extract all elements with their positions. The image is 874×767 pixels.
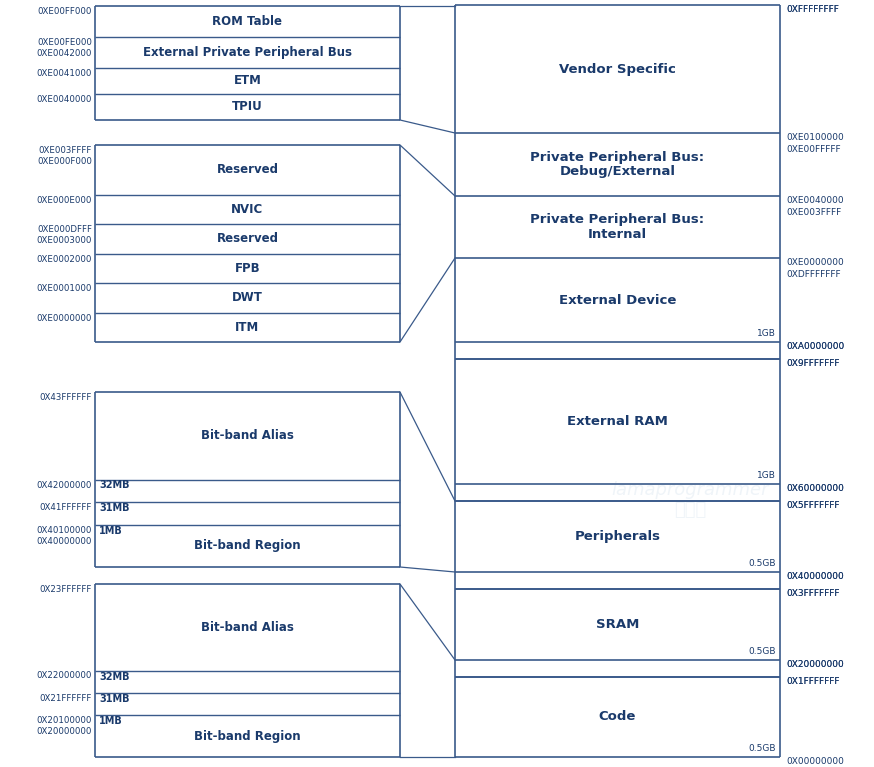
Text: 0XE0100000: 0XE0100000 — [786, 133, 843, 142]
Text: 0XFFFFFFFF: 0XFFFFFFFF — [786, 5, 839, 14]
Text: 0X5FFFFFFF: 0X5FFFFFFF — [786, 501, 840, 510]
Text: 0X9FFFFFFF: 0X9FFFFFFF — [786, 359, 840, 368]
Text: 0.5GB: 0.5GB — [748, 744, 776, 753]
Text: 0XE0041000: 0XE0041000 — [37, 68, 92, 77]
Text: Reserved: Reserved — [217, 163, 279, 176]
Text: Private Peripheral Bus:
Debug/External: Private Peripheral Bus: Debug/External — [531, 150, 704, 179]
Text: 0X1FFFFFFF: 0X1FFFFFFF — [786, 677, 840, 686]
Text: Bit-band Alias: Bit-band Alias — [201, 621, 294, 634]
Text: 0XA0000000: 0XA0000000 — [786, 342, 844, 351]
Text: Vendor Specific: Vendor Specific — [559, 62, 676, 75]
Text: 32MB: 32MB — [99, 671, 129, 682]
Text: 0X20000000: 0X20000000 — [786, 660, 843, 669]
Text: 0X3FFFFFFF: 0X3FFFFFFF — [786, 589, 840, 598]
Text: SRAM: SRAM — [596, 618, 639, 631]
Text: 0X20100000: 0X20100000 — [37, 716, 92, 726]
Text: 0XDFFFFFFF: 0XDFFFFFFF — [786, 270, 841, 279]
Text: 0X60000000: 0X60000000 — [786, 484, 844, 493]
Text: DWT: DWT — [232, 291, 263, 304]
Text: 0X42000000: 0X42000000 — [37, 480, 92, 489]
Text: Bit-band Region: Bit-band Region — [194, 729, 301, 742]
Text: 0X5FFFFFFF: 0X5FFFFFFF — [786, 501, 840, 510]
Text: 0XE0003000: 0XE0003000 — [37, 236, 92, 245]
Text: 0X23FFFFFF: 0X23FFFFFF — [39, 585, 92, 594]
Text: Peripherals: Peripherals — [574, 530, 661, 543]
Text: Code: Code — [599, 710, 636, 723]
Text: 0X00000000: 0X00000000 — [786, 757, 844, 766]
Text: TPIU: TPIU — [232, 100, 263, 114]
Text: 0X60000000: 0X60000000 — [786, 484, 844, 493]
Text: 0XE0002000: 0XE0002000 — [37, 255, 92, 264]
Text: 1GB: 1GB — [757, 471, 776, 480]
Text: External RAM: External RAM — [567, 415, 668, 428]
Text: FPB: FPB — [235, 262, 260, 275]
Text: 0XE003FFFF: 0XE003FFFF — [786, 208, 842, 217]
Text: 32MB: 32MB — [99, 480, 129, 491]
Text: 0.5GB: 0.5GB — [748, 647, 776, 656]
Text: 0XE003FFFF: 0XE003FFFF — [38, 146, 92, 155]
Text: 0XE0000000: 0XE0000000 — [37, 314, 92, 323]
Text: 0X20000000: 0X20000000 — [786, 660, 843, 669]
Text: External Private Peripheral Bus: External Private Peripheral Bus — [143, 46, 352, 58]
Text: 0XFFFFFFFF: 0XFFFFFFFF — [786, 5, 839, 14]
Text: 31MB: 31MB — [99, 503, 129, 513]
Text: 0XE0000000: 0XE0000000 — [786, 258, 843, 267]
Text: NVIC: NVIC — [232, 203, 264, 216]
Text: Bit-band Alias: Bit-band Alias — [201, 430, 294, 443]
Text: 0X1FFFFFFF: 0X1FFFFFFF — [786, 677, 840, 686]
Text: 0XE00FFFFF: 0XE00FFFFF — [786, 145, 841, 154]
Text: 31MB: 31MB — [99, 694, 129, 704]
Text: Private Peripheral Bus:
Internal: Private Peripheral Bus: Internal — [531, 213, 704, 241]
Text: 0X40000000: 0X40000000 — [786, 572, 843, 581]
Text: 0X40000000: 0X40000000 — [786, 572, 843, 581]
Text: 0X40000000: 0X40000000 — [37, 537, 92, 546]
Text: 1MB: 1MB — [99, 716, 122, 726]
Text: 0X43FFFFFF: 0X43FFFFFF — [39, 393, 92, 402]
Text: 0XE000DFFF: 0XE000DFFF — [37, 225, 92, 234]
Text: 0X9FFFFFFF: 0X9FFFFFFF — [786, 359, 840, 368]
Text: 0XE0001000: 0XE0001000 — [37, 284, 92, 293]
Text: iamaprogrammer
博客园: iamaprogrammer 博客园 — [611, 481, 769, 519]
Text: 1GB: 1GB — [757, 329, 776, 338]
Text: 0X22000000: 0X22000000 — [37, 671, 92, 680]
Text: 0XE0040000: 0XE0040000 — [37, 95, 92, 104]
Text: 0XE000F000: 0XE000F000 — [37, 157, 92, 166]
Text: ETM: ETM — [233, 74, 261, 87]
Text: 0X20000000: 0X20000000 — [37, 727, 92, 736]
Text: 0X40100000: 0X40100000 — [37, 526, 92, 535]
Text: 1MB: 1MB — [99, 526, 122, 536]
Text: 0X41FFFFFF: 0X41FFFFFF — [39, 503, 92, 512]
Text: 0X3FFFFFFF: 0X3FFFFFFF — [786, 589, 840, 598]
Text: 0XE000E000: 0XE000E000 — [37, 196, 92, 205]
Text: ROM Table: ROM Table — [212, 15, 282, 28]
Text: 0XE00FF000: 0XE00FF000 — [38, 7, 92, 16]
Text: Bit-band Region: Bit-band Region — [194, 539, 301, 552]
Text: Reserved: Reserved — [217, 232, 279, 245]
Text: 0XE0042000: 0XE0042000 — [37, 49, 92, 58]
Text: ITM: ITM — [235, 321, 260, 334]
Text: External Device: External Device — [558, 294, 676, 307]
Text: 0X21FFFFFF: 0X21FFFFFF — [39, 694, 92, 703]
Text: 0XE00FE000: 0XE00FE000 — [37, 38, 92, 47]
Text: 0.5GB: 0.5GB — [748, 559, 776, 568]
Text: 0XE0040000: 0XE0040000 — [786, 196, 843, 205]
Text: 0XA0000000: 0XA0000000 — [786, 342, 844, 351]
